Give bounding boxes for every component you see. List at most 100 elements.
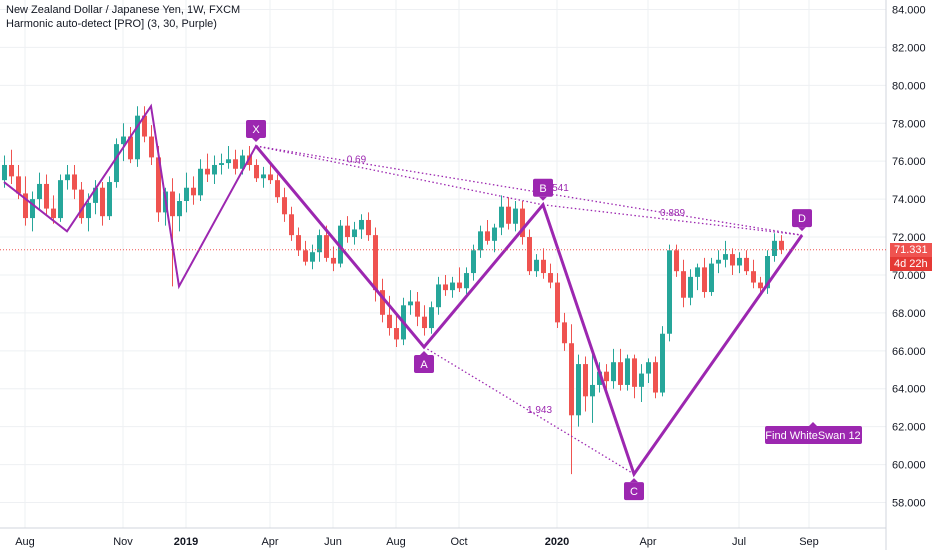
candle-body xyxy=(527,237,532,272)
candle-body xyxy=(366,219,371,236)
candle-body xyxy=(520,208,525,238)
candle-body xyxy=(422,316,427,329)
candle-body xyxy=(212,164,217,175)
candle-body xyxy=(513,208,518,224)
candle-body xyxy=(772,240,777,256)
point-badge xyxy=(246,120,266,139)
candle-body xyxy=(639,373,644,387)
candle-body xyxy=(597,371,602,385)
ratio-label: 0.541 xyxy=(544,183,569,194)
candle-body xyxy=(177,201,182,217)
grid-lines xyxy=(0,0,886,528)
candle-body xyxy=(562,322,567,344)
candle-body xyxy=(79,189,84,219)
candle-body xyxy=(723,254,728,260)
ratio-line xyxy=(255,145,544,206)
candle-body xyxy=(324,235,329,258)
candle-body xyxy=(240,155,245,169)
last-price-label: 71.331 xyxy=(890,242,932,257)
candle-body xyxy=(149,136,154,158)
x-tick-label: Apr xyxy=(639,536,656,548)
candle-body xyxy=(30,199,35,219)
candle-body xyxy=(268,174,273,181)
y-tick-label: 72.000 xyxy=(892,232,926,244)
candle-body xyxy=(674,250,679,272)
candle-body xyxy=(170,191,175,217)
candle-body xyxy=(226,159,231,164)
candle-body xyxy=(569,343,574,416)
candle-body xyxy=(191,187,196,196)
x-tick-label: Jun xyxy=(324,536,342,548)
pattern-point-b: B xyxy=(533,178,553,201)
candle-body xyxy=(254,164,259,179)
candle-body xyxy=(135,115,140,160)
candle-body xyxy=(9,164,14,177)
point-badge-pointer xyxy=(252,138,260,143)
pattern-point-a: A xyxy=(414,351,434,374)
x-tick-label: Jul xyxy=(732,536,746,548)
point-badge-pointer xyxy=(420,351,428,356)
candle-body xyxy=(51,208,56,219)
candle-body xyxy=(485,231,490,241)
candle-body xyxy=(338,225,343,264)
candle-body xyxy=(219,163,224,165)
candle-body xyxy=(471,250,476,274)
x-tick-label: Apr xyxy=(261,536,278,548)
ratio-label: 0.889 xyxy=(660,208,685,219)
ratio-line xyxy=(542,204,803,236)
candle-body xyxy=(702,267,707,293)
symbol-title: New Zealand Dollar / Japanese Yen, 1W, F… xyxy=(6,4,241,16)
candle-body xyxy=(107,182,112,217)
candle-body xyxy=(44,183,49,209)
candle-body xyxy=(758,282,763,289)
harmonic-pattern: 0.69 0.541 0.889 1.943 X A B C D Find WhiteSwan 1… xyxy=(3,103,862,501)
candle-body xyxy=(618,362,623,385)
candle-body xyxy=(23,193,28,219)
candle-body xyxy=(310,252,315,262)
candle-body xyxy=(583,364,588,397)
candle-body xyxy=(751,271,756,283)
y-tick-label: 76.000 xyxy=(892,156,926,168)
candle-body xyxy=(387,314,392,329)
candle-body xyxy=(198,168,203,196)
point-badge-pointer xyxy=(539,196,547,201)
candle-body xyxy=(681,271,686,298)
candle-body xyxy=(555,282,560,323)
chart-legend: New Zealand Dollar / Japanese Yen, 1W, F… xyxy=(6,3,240,31)
point-label: A xyxy=(420,359,428,371)
candle-body xyxy=(352,229,357,238)
y-tick-label: 64.000 xyxy=(892,384,926,396)
candle-body xyxy=(247,155,252,165)
candle-body xyxy=(373,235,378,291)
y-tick-label: 58.000 xyxy=(892,498,926,510)
ratio-label: 1.943 xyxy=(527,405,552,416)
candle-body xyxy=(142,115,147,137)
x-tick-label: 2019 xyxy=(174,536,198,548)
y-tick-label: 60.000 xyxy=(892,460,926,472)
y-tick-label: 82.000 xyxy=(892,42,926,54)
candle-body xyxy=(737,257,742,266)
candle-body xyxy=(744,257,749,272)
candle-body xyxy=(233,159,238,169)
candle-body xyxy=(730,254,735,266)
candle-body xyxy=(317,235,322,253)
banner-pointer xyxy=(809,422,817,426)
x-tick-label: 2020 xyxy=(545,536,569,548)
candle-body xyxy=(576,364,581,416)
candle-body xyxy=(86,202,91,219)
candle-body xyxy=(541,259,546,274)
y-tick-label: 84.000 xyxy=(892,4,926,16)
candle-body xyxy=(205,168,210,175)
candle-body xyxy=(646,362,651,374)
y-tick-label: 66.000 xyxy=(892,346,926,358)
candle-body xyxy=(625,358,630,385)
candle-body xyxy=(492,227,497,241)
point-badge xyxy=(792,209,812,228)
point-badge-pointer xyxy=(798,227,806,232)
candle-body xyxy=(359,219,364,230)
candle-body xyxy=(261,174,266,179)
candle-body xyxy=(380,290,385,315)
point-label: B xyxy=(539,183,546,195)
candle-body xyxy=(499,206,504,228)
